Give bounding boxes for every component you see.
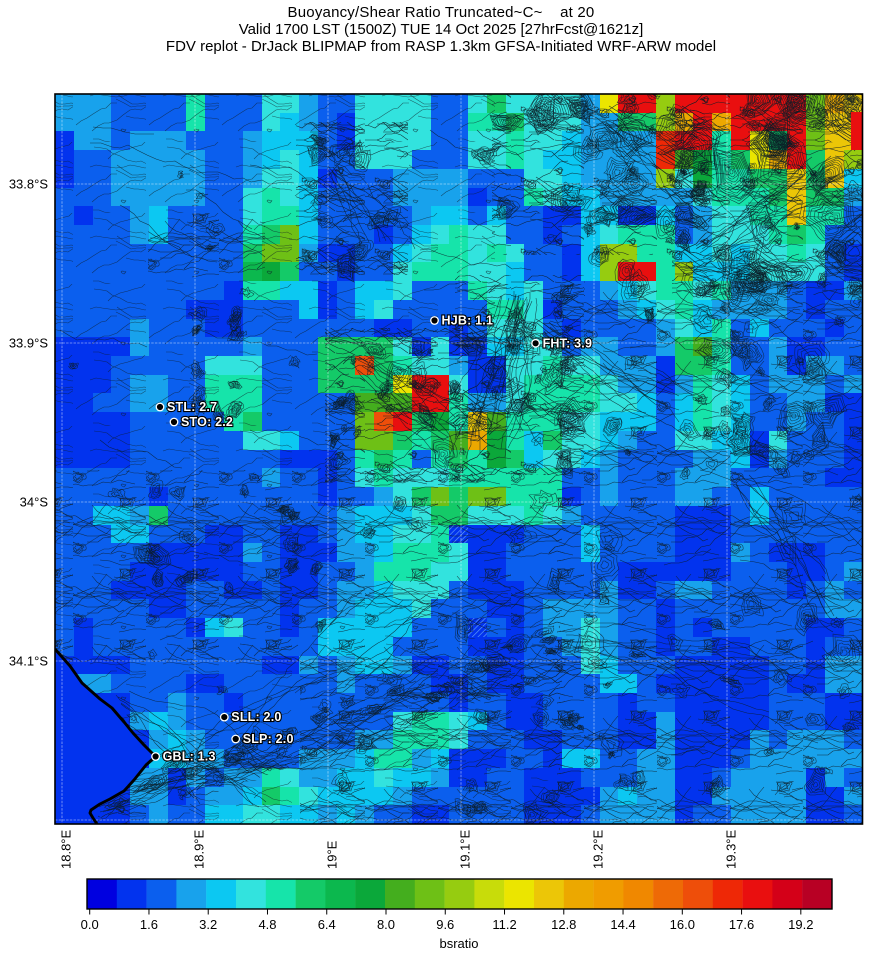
svg-text:STL: 2.7: STL: 2.7 [167,400,217,414]
svg-text:17.6: 17.6 [729,917,754,932]
svg-text:3.2: 3.2 [199,917,217,932]
svg-text:4.8: 4.8 [258,917,276,932]
svg-text:19.2: 19.2 [788,917,813,932]
svg-text:GBL: 1.3: GBL: 1.3 [163,750,216,764]
svg-text:14.4: 14.4 [610,917,635,932]
svg-text:bsratio: bsratio [439,936,478,951]
svg-text:9.6: 9.6 [436,917,454,932]
svg-text:SLL: 2.0: SLL: 2.0 [231,710,281,724]
svg-text:6.4: 6.4 [318,917,336,932]
svg-text:34°S: 34°S [20,495,49,510]
svg-text:33.9°S: 33.9°S [9,336,49,351]
svg-text:FHT: 3.9: FHT: 3.9 [543,336,593,350]
svg-text:19.1°E: 19.1°E [458,829,473,869]
svg-text:1.6: 1.6 [140,917,158,932]
svg-text:18.8°E: 18.8°E [59,829,74,869]
svg-text:34.1°S: 34.1°S [9,654,49,669]
svg-text:19°E: 19°E [325,840,340,869]
svg-text:0.0: 0.0 [81,917,99,932]
svg-text:Valid 1700 LST (1500Z) TUE 14: Valid 1700 LST (1500Z) TUE 14 Oct 2025 [… [239,21,644,38]
svg-text:19.2°E: 19.2°E [591,829,606,869]
svg-text:11.2: 11.2 [492,917,516,932]
svg-text:33.8°S: 33.8°S [9,177,49,192]
svg-text:SLP: 2.0: SLP: 2.0 [243,732,294,746]
svg-text:Buoyancy/Shear Ratio Truncated: Buoyancy/Shear Ratio Truncated~C~ at 20 [288,4,595,21]
svg-text:16.0: 16.0 [670,917,695,932]
svg-text:18.9°E: 18.9°E [192,829,207,869]
svg-text:FDV replot - DrJack BLIPMAP fr: FDV replot - DrJack BLIPMAP from RASP 1.… [166,38,716,55]
svg-text:8.0: 8.0 [377,917,395,932]
svg-text:HJB: 1.1: HJB: 1.1 [442,314,494,328]
svg-text:19.3°E: 19.3°E [724,829,739,869]
svg-text:12.8: 12.8 [551,917,576,932]
svg-text:STO: 2.2: STO: 2.2 [181,415,233,429]
